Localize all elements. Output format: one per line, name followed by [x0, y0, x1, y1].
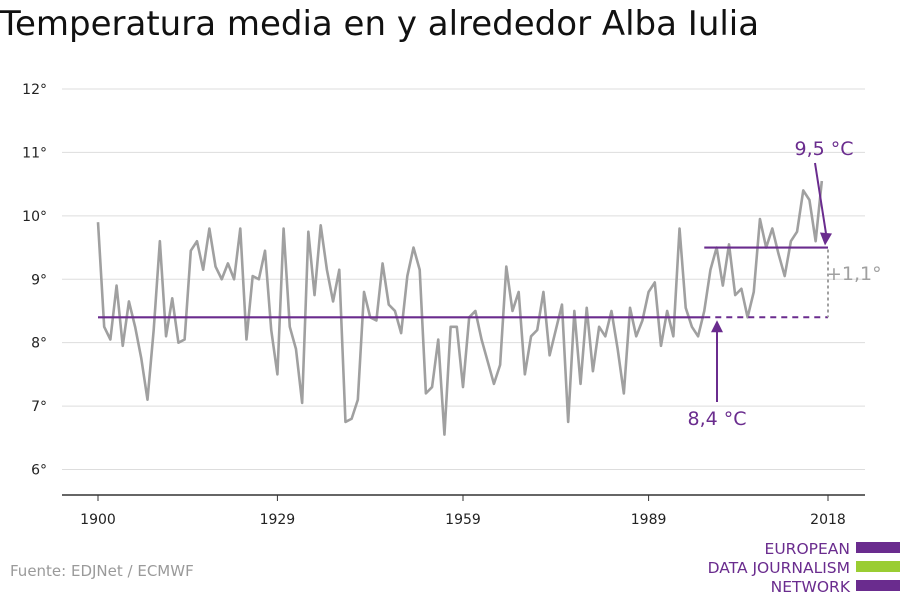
recent-arrow-shaft — [814, 162, 827, 234]
x-axis: 1900 1929 1959 1989 2018 — [62, 494, 865, 528]
delta-label: +1,1° — [826, 263, 882, 285]
temperature-line — [96, 180, 824, 436]
y-tick-label: 11° — [22, 145, 47, 161]
x-tick-label: 1959 — [445, 512, 481, 528]
logo-bars — [856, 542, 900, 599]
y-tick-label: 9° — [31, 272, 47, 288]
y-tick-label: 10° — [22, 209, 47, 225]
logo-line-3: NETWORK — [770, 578, 850, 596]
reference-lines — [98, 246, 829, 319]
logo-bar-purple-top — [856, 542, 900, 553]
y-tick-label: 12° — [22, 82, 47, 98]
logo-text: EUROPEAN DATA JOURNALISM NETWORK — [708, 540, 850, 597]
temperature-series — [96, 180, 824, 436]
annotations: 8,4 °C 9,5 °C +1,1° — [687, 138, 881, 430]
y-tick-label: 8° — [31, 336, 47, 352]
edjnet-logo: EUROPEAN DATA JOURNALISM NETWORK — [700, 540, 900, 598]
logo-line-2: DATA JOURNALISM — [707, 559, 850, 577]
baseline-value-label: 8,4 °C — [687, 408, 746, 430]
y-tick-label: 7° — [31, 399, 47, 415]
chart-title: Temperatura media en y alrededor Alba Iu… — [0, 4, 760, 44]
recent-value-label: 9,5 °C — [794, 138, 853, 160]
line-chart: 6° 7° 8° 9° 10° 11° 12° 1900 1929 1959 1989 2018 8… — [22, 82, 881, 528]
source-note: Fuente: EDJNet / ECMWF — [10, 562, 194, 580]
logo-bar-purple-bottom — [856, 580, 900, 591]
logo-line-1: EUROPEAN — [764, 540, 850, 558]
y-tick-label: 6° — [31, 463, 47, 479]
x-tick-label: 1929 — [260, 512, 296, 528]
baseline-arrowhead — [711, 320, 723, 333]
recent-arrowhead — [820, 232, 832, 246]
x-tick-label: 1989 — [631, 512, 667, 528]
logo-bar-green — [856, 561, 900, 572]
grid-lines — [62, 88, 865, 470]
x-tick-label: 2018 — [810, 512, 846, 528]
y-axis-tick-labels: 6° 7° 8° 9° 10° 11° 12° — [22, 82, 47, 479]
x-tick-label: 1900 — [80, 512, 116, 528]
